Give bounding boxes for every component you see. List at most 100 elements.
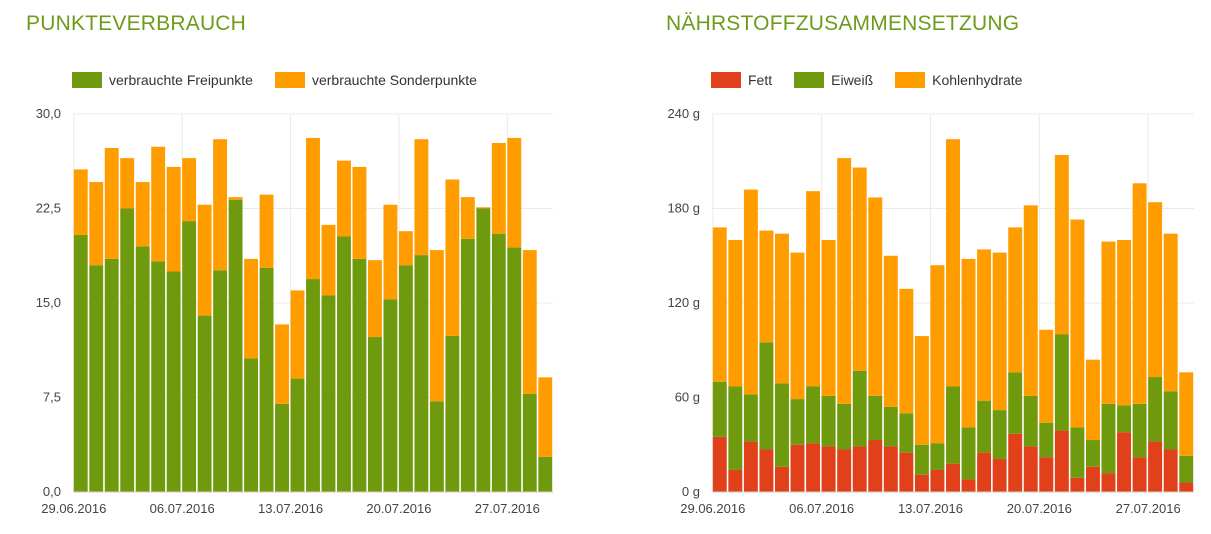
- bar-segment-0-0-12[interactable]: [259, 267, 274, 492]
- bar-segment-1-1-5[interactable]: [790, 399, 805, 445]
- legend-item-freipunkte[interactable]: verbrauchte Freipunkte: [72, 72, 253, 88]
- bar-segment-0-1-17[interactable]: [337, 160, 351, 237]
- bar-segment-1-0-17[interactable]: [977, 452, 992, 492]
- bar-segment-0-0-22[interactable]: [414, 255, 429, 492]
- bar-segment-1-0-20[interactable]: [1023, 446, 1038, 492]
- bar-segment-1-1-19[interactable]: [1008, 372, 1023, 434]
- bar-segment-0-0-9[interactable]: [213, 270, 228, 492]
- bar-segment-1-1-7[interactable]: [821, 395, 836, 447]
- bar-segment-0-0-26[interactable]: [476, 208, 491, 493]
- bar-segment-0-1-13[interactable]: [275, 324, 289, 404]
- bar-segment-1-1-8[interactable]: [837, 403, 852, 450]
- bar-segment-0-1-7[interactable]: [182, 158, 197, 222]
- bar-segment-0-1-25[interactable]: [460, 197, 475, 239]
- bar-segment-1-2-30[interactable]: [1179, 372, 1194, 456]
- bar-segment-1-2-9[interactable]: [852, 167, 867, 371]
- bar-segment-0-1-22[interactable]: [414, 139, 429, 256]
- bar-segment-1-0-11[interactable]: [883, 446, 898, 492]
- bar-segment-1-0-25[interactable]: [1101, 473, 1116, 492]
- bar-segment-1-2-8[interactable]: [837, 158, 852, 404]
- bar-segment-1-2-14[interactable]: [930, 265, 945, 444]
- bar-segment-1-1-28[interactable]: [1148, 377, 1163, 442]
- bar-segment-0-1-1[interactable]: [89, 182, 104, 266]
- bar-segment-0-1-23[interactable]: [429, 250, 444, 402]
- bar-segment-1-1-13[interactable]: [914, 444, 929, 475]
- bar-segment-1-1-14[interactable]: [930, 443, 945, 470]
- bar-segment-0-1-29[interactable]: [522, 250, 537, 394]
- bar-segment-1-0-1[interactable]: [728, 469, 743, 492]
- bar-segment-1-2-11[interactable]: [883, 255, 898, 407]
- bar-segment-1-0-29[interactable]: [1163, 449, 1178, 492]
- bar-segment-0-1-10[interactable]: [228, 197, 243, 200]
- bar-segment-1-1-2[interactable]: [743, 394, 758, 442]
- bar-segment-1-0-23[interactable]: [1070, 477, 1085, 492]
- bar-segment-0-1-26[interactable]: [476, 207, 491, 209]
- bar-segment-1-2-23[interactable]: [1070, 219, 1085, 428]
- bar-segment-1-0-18[interactable]: [992, 458, 1007, 492]
- bar-segment-0-1-19[interactable]: [367, 260, 382, 338]
- bar-segment-1-2-17[interactable]: [977, 249, 992, 401]
- bar-segment-0-0-24[interactable]: [445, 335, 460, 492]
- bar-segment-0-0-11[interactable]: [244, 358, 259, 492]
- bar-segment-1-0-19[interactable]: [1008, 433, 1023, 492]
- bar-segment-1-1-1[interactable]: [728, 386, 743, 470]
- bar-segment-1-2-13[interactable]: [914, 336, 929, 445]
- bar-segment-0-0-27[interactable]: [491, 233, 506, 492]
- bar-segment-1-1-26[interactable]: [1117, 405, 1132, 433]
- bar-segment-1-0-6[interactable]: [806, 443, 821, 492]
- legend-item-fett[interactable]: Fett: [711, 72, 772, 88]
- bar-segment-1-1-30[interactable]: [1179, 455, 1194, 483]
- bar-segment-0-0-7[interactable]: [182, 221, 197, 492]
- bar-segment-0-0-6[interactable]: [166, 271, 181, 493]
- bar-segment-0-1-16[interactable]: [321, 224, 336, 296]
- bar-segment-0-1-6[interactable]: [166, 166, 181, 272]
- bar-segment-1-0-10[interactable]: [868, 440, 883, 492]
- bar-segment-1-2-7[interactable]: [821, 240, 836, 396]
- bar-segment-1-1-17[interactable]: [977, 400, 992, 453]
- bar-segment-0-1-14[interactable]: [290, 290, 305, 379]
- bar-segment-0-1-9[interactable]: [213, 139, 228, 271]
- bar-segment-0-1-5[interactable]: [151, 146, 166, 262]
- bar-segment-1-1-21[interactable]: [1039, 422, 1054, 458]
- bar-segment-1-2-28[interactable]: [1148, 202, 1163, 378]
- bar-segment-0-0-21[interactable]: [398, 265, 413, 492]
- bar-segment-0-0-15[interactable]: [306, 279, 320, 492]
- bar-segment-0-1-20[interactable]: [383, 204, 398, 300]
- legend-item-sonderpunkte[interactable]: verbrauchte Sonderpunkte: [274, 72, 477, 88]
- bar-segment-0-1-21[interactable]: [398, 231, 413, 266]
- bar-segment-1-0-27[interactable]: [1132, 457, 1147, 492]
- bar-segment-1-0-4[interactable]: [774, 466, 789, 492]
- legend-item-eiweiss[interactable]: Eiweiß: [794, 72, 873, 88]
- bar-segment-1-2-25[interactable]: [1101, 241, 1116, 404]
- bar-segment-0-0-13[interactable]: [275, 403, 289, 492]
- bar-segment-1-1-6[interactable]: [806, 386, 821, 444]
- bar-segment-1-1-10[interactable]: [868, 395, 883, 441]
- bar-segment-1-2-24[interactable]: [1085, 359, 1100, 441]
- bar-segment-0-0-1[interactable]: [89, 265, 104, 492]
- bar-segment-0-0-18[interactable]: [352, 258, 367, 492]
- bar-segment-0-1-18[interactable]: [352, 166, 367, 259]
- bar-segment-0-0-28[interactable]: [507, 247, 522, 492]
- bar-segment-1-0-8[interactable]: [837, 449, 852, 492]
- bar-segment-1-0-30[interactable]: [1179, 482, 1194, 492]
- bar-segment-1-1-22[interactable]: [1054, 334, 1069, 431]
- bar-segment-1-1-29[interactable]: [1163, 391, 1178, 450]
- bar-segment-1-1-9[interactable]: [852, 370, 867, 447]
- bar-segment-1-1-0[interactable]: [712, 381, 727, 437]
- bar-segment-0-1-24[interactable]: [445, 179, 460, 336]
- bar-segment-0-1-30[interactable]: [538, 377, 553, 457]
- bar-segment-0-1-2[interactable]: [104, 148, 119, 259]
- bar-segment-1-0-0[interactable]: [712, 436, 727, 492]
- bar-segment-1-0-14[interactable]: [930, 469, 945, 492]
- bar-segment-1-2-29[interactable]: [1163, 233, 1178, 392]
- bar-segment-0-0-29[interactable]: [522, 393, 537, 492]
- bar-segment-1-2-15[interactable]: [946, 139, 960, 387]
- bar-segment-1-2-27[interactable]: [1132, 183, 1147, 404]
- bar-segment-0-0-14[interactable]: [290, 378, 305, 492]
- bar-segment-1-0-3[interactable]: [759, 449, 774, 492]
- bar-segment-1-2-22[interactable]: [1054, 154, 1069, 335]
- bar-segment-0-0-3[interactable]: [120, 208, 135, 493]
- bar-segment-1-0-2[interactable]: [743, 441, 758, 492]
- bar-segment-1-1-27[interactable]: [1132, 403, 1147, 458]
- bar-segment-0-1-3[interactable]: [120, 158, 135, 209]
